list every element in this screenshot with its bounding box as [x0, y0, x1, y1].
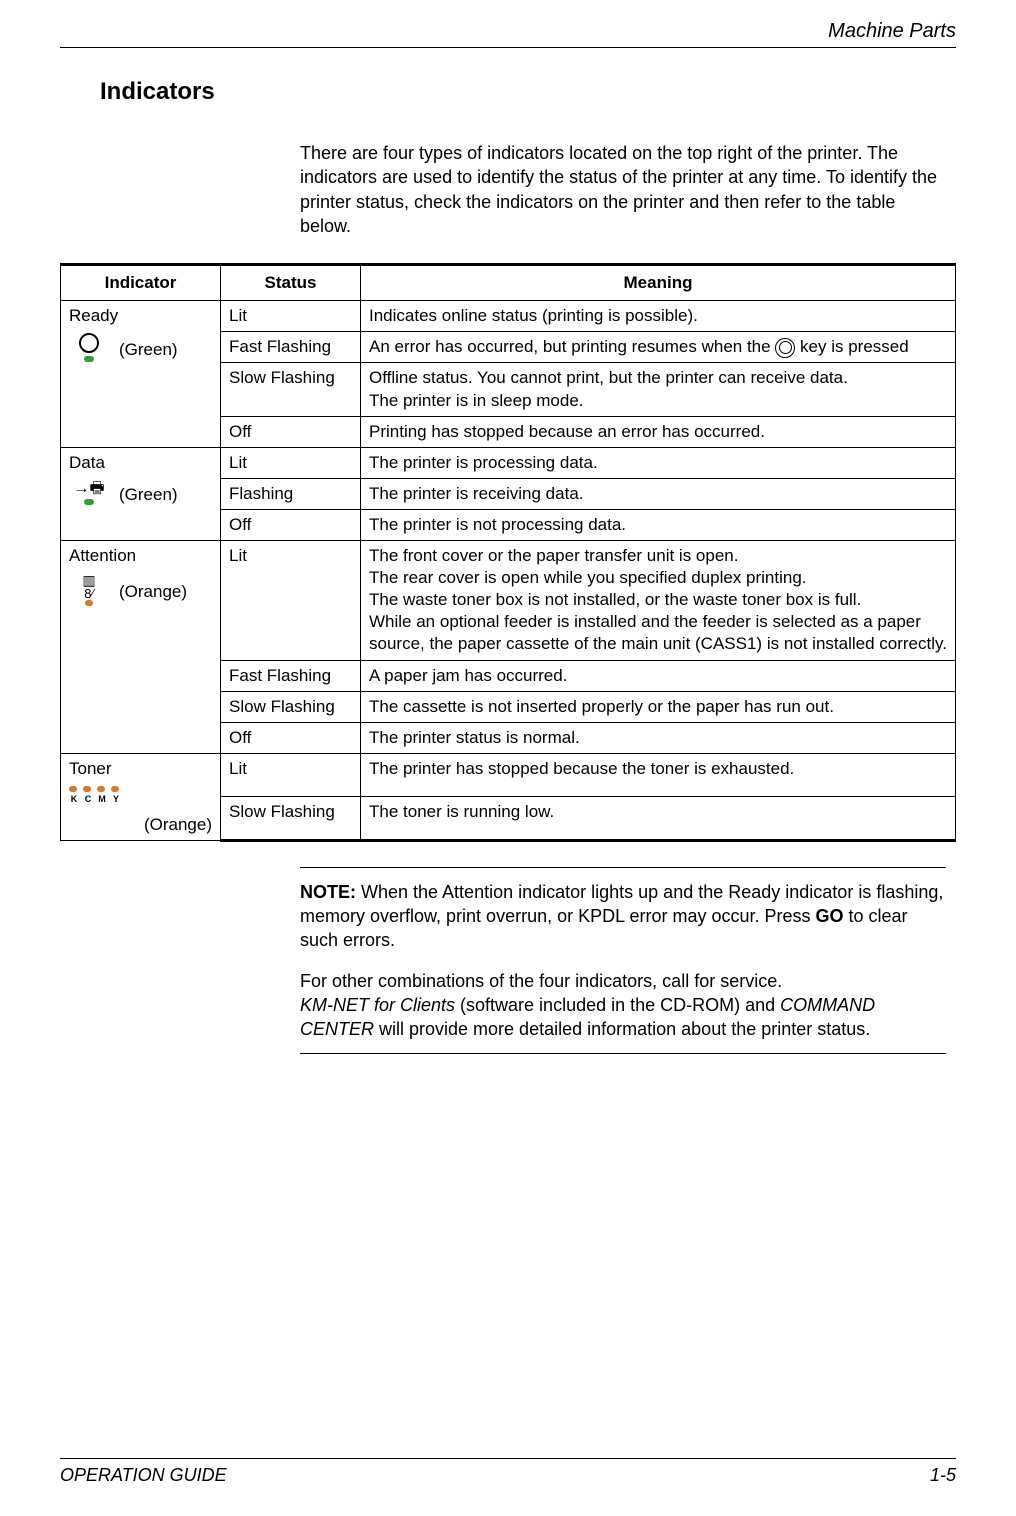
- indicator-cell-attention: Attention ▥ 8⁄ (Orange): [61, 541, 221, 754]
- status-cell: Flashing: [221, 478, 361, 509]
- footer-left: OPERATION GUIDE: [60, 1465, 227, 1486]
- indicator-name: Data: [69, 452, 212, 474]
- meaning-cell: The printer is not processing data.: [361, 509, 956, 540]
- table-row: Toner K C M Y (Orange): [61, 753, 956, 796]
- ready-ring-icon: [69, 333, 109, 362]
- indicator-cell-ready: Ready (Green): [61, 301, 221, 447]
- meaning-cell: An error has occurred, but printing resu…: [361, 332, 956, 363]
- meaning-cell: The toner is running low.: [361, 796, 956, 840]
- col-header-indicator: Indicator: [61, 265, 221, 301]
- status-cell: Slow Flashing: [221, 363, 361, 416]
- meaning-text-post: key is pressed: [795, 337, 908, 356]
- note-text: (software included in the CD-ROM) and: [455, 995, 780, 1015]
- meaning-cell: The front cover or the paper transfer un…: [361, 541, 956, 660]
- note-go-key: GO: [816, 906, 844, 926]
- meaning-cell: The printer is receiving data.: [361, 478, 956, 509]
- note-italic: KM-NET for Clients: [300, 995, 455, 1015]
- status-cell: Lit: [221, 447, 361, 478]
- meaning-text-pre: An error has occurred, but printing resu…: [369, 337, 775, 356]
- note-lead: NOTE:: [300, 882, 356, 902]
- toner-letter: C: [83, 794, 93, 806]
- status-cell: Slow Flashing: [221, 691, 361, 722]
- footer-page-number: 1-5: [930, 1465, 956, 1486]
- note-text: will provide more detailed information a…: [374, 1019, 870, 1039]
- indicator-cell-data: Data →🖶 (Green): [61, 447, 221, 540]
- status-cell: Off: [221, 416, 361, 447]
- intro-paragraph: There are four types of indicators locat…: [300, 141, 946, 238]
- status-cell: Fast Flashing: [221, 660, 361, 691]
- toner-letter: K: [69, 794, 79, 806]
- meaning-cell: Offline status. You cannot print, but th…: [361, 363, 956, 416]
- toner-letter: Y: [111, 794, 121, 806]
- chapter-title: Machine Parts: [828, 20, 956, 42]
- table-row: Attention ▥ 8⁄ (Orange) Lit The front: [61, 541, 956, 660]
- indicators-table: Indicator Status Meaning Ready (Green): [60, 263, 956, 841]
- indicator-color-label: (Orange): [119, 581, 187, 603]
- toner-kcmy-icon: K C M Y: [69, 786, 212, 806]
- meaning-cell: The printer is processing data.: [361, 447, 956, 478]
- table-row: Data →🖶 (Green) Lit The printer is proce…: [61, 447, 956, 478]
- indicator-color-label: (Green): [119, 339, 178, 361]
- meaning-cell: The cassette is not inserted properly or…: [361, 691, 956, 722]
- indicator-name: Toner: [69, 758, 212, 780]
- status-cell: Lit: [221, 541, 361, 660]
- indicator-cell-toner: Toner K C M Y (Orange): [61, 753, 221, 840]
- meaning-cell: The printer has stopped because the tone…: [361, 753, 956, 796]
- col-header-meaning: Meaning: [361, 265, 956, 301]
- status-cell: Off: [221, 509, 361, 540]
- status-cell: Lit: [221, 301, 361, 332]
- page: Machine Parts Indicators There are four …: [0, 0, 1016, 1516]
- indicator-color-label: (Green): [119, 484, 178, 506]
- note-text: For other combinations of the four indic…: [300, 971, 782, 991]
- toner-letter: M: [97, 794, 107, 806]
- indicator-color-label: (Orange): [144, 814, 212, 836]
- page-header: Machine Parts: [60, 20, 956, 48]
- status-cell: Lit: [221, 753, 361, 796]
- status-cell: Fast Flashing: [221, 332, 361, 363]
- indicator-name: Attention: [69, 545, 212, 567]
- status-cell: Slow Flashing: [221, 796, 361, 840]
- page-footer: OPERATION GUIDE 1-5: [60, 1458, 956, 1486]
- meaning-cell: Indicates online status (printing is pos…: [361, 301, 956, 332]
- indicator-name: Ready: [69, 305, 212, 327]
- table-header-row: Indicator Status Meaning: [61, 265, 956, 301]
- meaning-cell: The printer status is normal.: [361, 722, 956, 753]
- status-cell: Off: [221, 722, 361, 753]
- note-block: NOTE: When the Attention indicator light…: [300, 867, 946, 1055]
- col-header-status: Status: [221, 265, 361, 301]
- meaning-cell: Printing has stopped because an error ha…: [361, 416, 956, 447]
- table-row: Ready (Green) Lit Indicates online statu…: [61, 301, 956, 332]
- section-title: Indicators: [100, 78, 956, 106]
- go-key-icon: [775, 338, 795, 358]
- data-arrow-printer-icon: →🖶: [69, 481, 109, 505]
- meaning-cell: A paper jam has occurred.: [361, 660, 956, 691]
- attention-paper-jam-icon: ▥ 8⁄: [69, 573, 109, 606]
